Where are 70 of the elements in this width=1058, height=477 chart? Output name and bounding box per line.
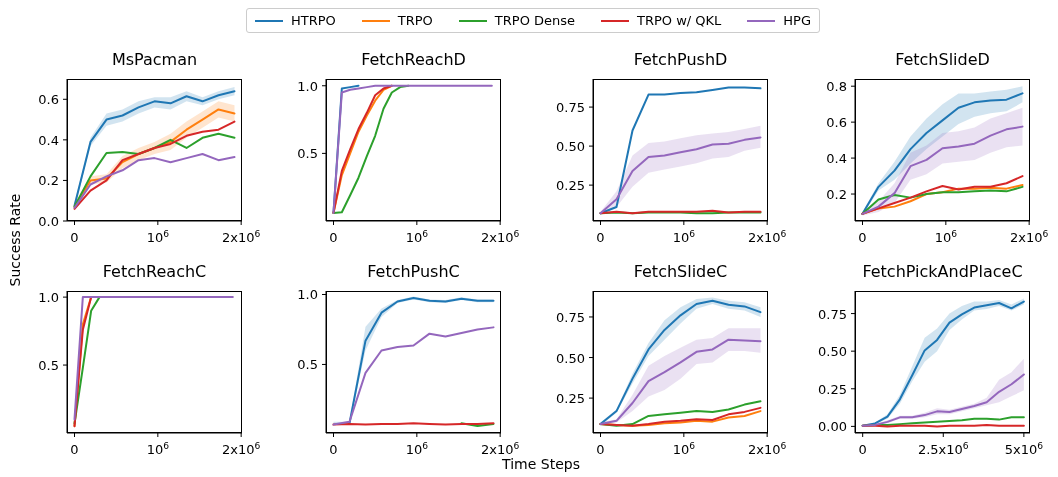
legend-label: HPG bbox=[783, 13, 812, 28]
y-tick-label: 0.2 bbox=[38, 173, 59, 189]
y-tick-label: 0.50 bbox=[556, 350, 585, 366]
y-tick-label: 0.50 bbox=[556, 139, 585, 155]
y-tick-label: 0.00 bbox=[818, 419, 847, 435]
y-axis-title: Success Rate bbox=[7, 193, 23, 287]
x-tick-label: 5x10$^{6}$ bbox=[1004, 441, 1044, 457]
y-tick-label: 1.0 bbox=[38, 290, 59, 306]
x-tick-label: 0 bbox=[858, 442, 867, 457]
y-tick-label: 0.6 bbox=[826, 115, 847, 131]
x-tick-label: 0 bbox=[596, 230, 605, 245]
chart-title: FetchSlideD bbox=[895, 50, 990, 69]
x-tick-label: 0 bbox=[70, 230, 79, 245]
chart-title: FetchPickAndPlaceC bbox=[862, 262, 1023, 281]
y-tick-label: 0.4 bbox=[826, 151, 847, 167]
line-series bbox=[73, 132, 236, 208]
x-tick-label: 0 bbox=[329, 442, 338, 457]
y-tick-label: 0.75 bbox=[556, 100, 585, 116]
x-tick-label: 2x10$^{6}$ bbox=[481, 441, 520, 457]
x-tick-label: 10$^{6}$ bbox=[146, 229, 170, 245]
x-tick-label: 10$^{6}$ bbox=[405, 229, 429, 245]
x-tick-label: 2x10$^{6}$ bbox=[222, 229, 261, 245]
y-tick-label: 0.2 bbox=[826, 187, 847, 203]
y-tick-label: 0.4 bbox=[38, 132, 59, 148]
line-series bbox=[861, 373, 1025, 427]
x-tick-label: 0 bbox=[596, 442, 605, 457]
line-series bbox=[861, 125, 1024, 215]
y-tick-label: 1.0 bbox=[297, 287, 318, 303]
chart-title: FetchPushC bbox=[367, 262, 460, 281]
x-tick-label: 2x10$^{6}$ bbox=[1010, 229, 1049, 245]
line-series bbox=[861, 175, 1024, 215]
line-series bbox=[73, 153, 236, 209]
y-tick-label: 0.50 bbox=[818, 344, 847, 360]
y-tick-label: 0.0 bbox=[38, 214, 59, 229]
x-tick-label: 2.5x10$^{6}$ bbox=[917, 441, 969, 457]
x-tick-label: 0 bbox=[858, 230, 867, 245]
x-tick-label: 10$^{6}$ bbox=[672, 441, 696, 457]
y-tick-label: 0.25 bbox=[818, 381, 847, 397]
y-tick-label: 0.5 bbox=[297, 357, 318, 373]
line-series bbox=[332, 84, 493, 214]
x-tick-label: 0 bbox=[70, 442, 79, 457]
y-tick-label: 1.0 bbox=[297, 78, 318, 94]
chart-title: FetchPushD bbox=[633, 50, 728, 69]
chart-title: FetchSlideC bbox=[633, 262, 728, 281]
y-tick-label: 0.25 bbox=[556, 178, 585, 194]
line-series bbox=[332, 326, 495, 426]
y-tick-label: 0.75 bbox=[556, 309, 585, 325]
legend-label: HTRPO bbox=[290, 13, 336, 28]
x-tick-label: 10$^{6}$ bbox=[672, 229, 696, 245]
x-tick-label: 2x10$^{6}$ bbox=[481, 229, 520, 245]
x-tick-label: 2x10$^{6}$ bbox=[748, 229, 787, 245]
chart-title: MsPacman bbox=[111, 50, 198, 69]
y-tick-label: 0.25 bbox=[556, 391, 585, 407]
x-axis-title: Time Steps bbox=[502, 456, 580, 472]
legend-label: TRPO bbox=[397, 13, 433, 28]
chart-title: FetchReachD bbox=[361, 50, 466, 69]
chart-title: FetchReachC bbox=[102, 262, 207, 281]
y-tick-label: 0.5 bbox=[297, 146, 318, 162]
y-tick-label: 0.6 bbox=[38, 92, 59, 108]
x-tick-label: 10$^{6}$ bbox=[934, 229, 958, 245]
x-tick-label: 10$^{6}$ bbox=[146, 441, 170, 457]
y-tick-label: 0.75 bbox=[818, 306, 847, 322]
x-tick-label: 2x10$^{6}$ bbox=[748, 441, 787, 457]
legend-label: TRPO w/ QKL bbox=[637, 13, 722, 28]
x-tick-label: 10$^{6}$ bbox=[405, 441, 429, 457]
x-tick-label: 0 bbox=[329, 230, 338, 245]
legend-label: TRPO Dense bbox=[494, 13, 576, 28]
x-tick-label: 2x10$^{6}$ bbox=[222, 441, 261, 457]
y-tick-label: 0.5 bbox=[38, 358, 59, 374]
y-tick-label: 0.8 bbox=[826, 79, 847, 95]
